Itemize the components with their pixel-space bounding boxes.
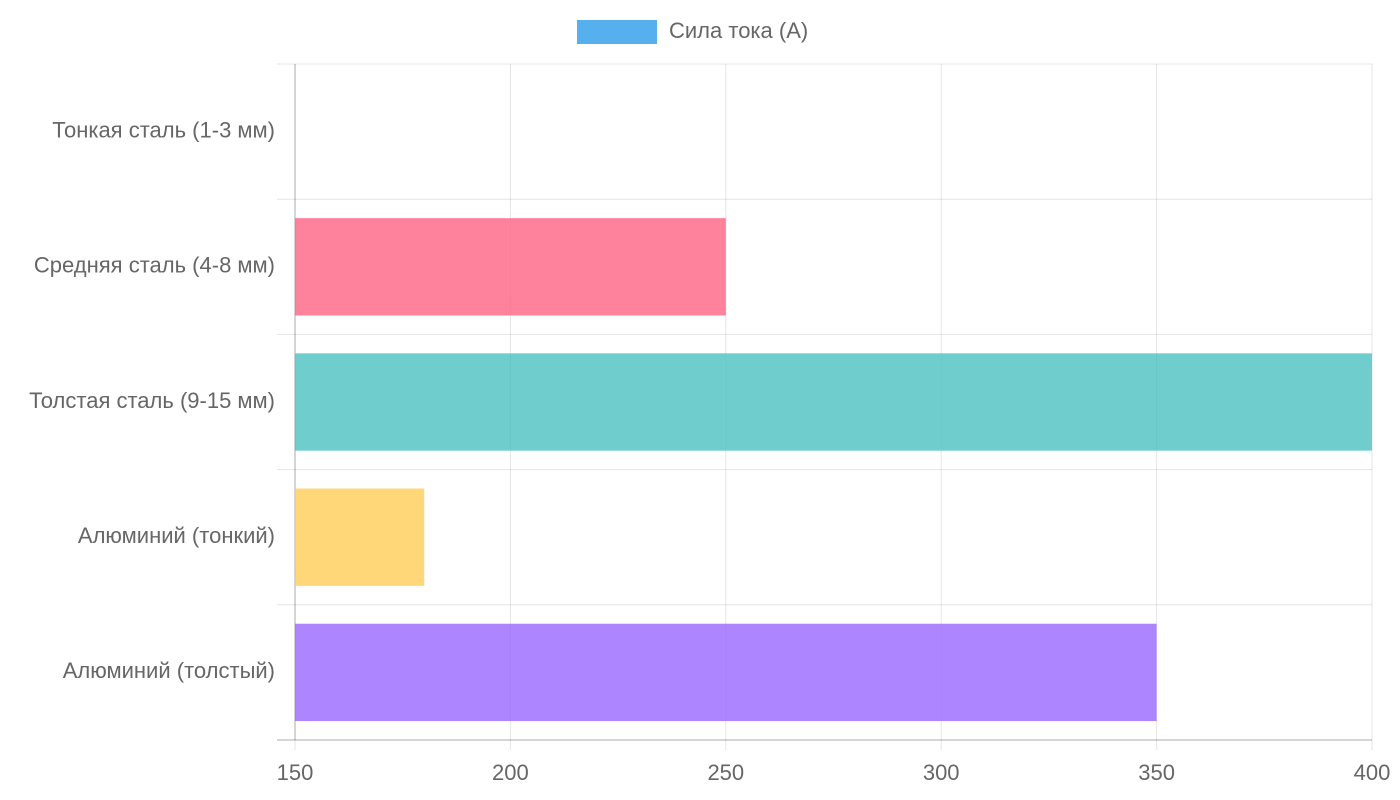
legend: Сила тока (А)	[577, 18, 808, 44]
y-tick-label: Средняя сталь (4-8 мм)	[34, 253, 275, 278]
bar	[295, 488, 425, 586]
x-tick-label: 150	[277, 760, 314, 785]
x-tick-label: 350	[1138, 760, 1175, 785]
legend-swatch	[577, 20, 657, 44]
x-tick-label: 400	[1354, 760, 1391, 785]
y-tick-label: Алюминий (толстый)	[63, 658, 275, 683]
x-tick-label: 250	[707, 760, 744, 785]
bar	[295, 353, 1372, 451]
y-tick-label: Тонкая сталь (1-3 мм)	[52, 117, 275, 142]
bars	[295, 218, 1372, 722]
x-tick-label: 200	[492, 760, 529, 785]
y-tick-label: Толстая сталь (9-15 мм)	[29, 388, 275, 413]
legend-label: Сила тока (А)	[669, 18, 808, 43]
x-tick-label: 300	[923, 760, 960, 785]
y-tick-label: Алюминий (тонкий)	[78, 523, 275, 548]
bar	[295, 623, 1157, 722]
bar	[295, 218, 726, 316]
